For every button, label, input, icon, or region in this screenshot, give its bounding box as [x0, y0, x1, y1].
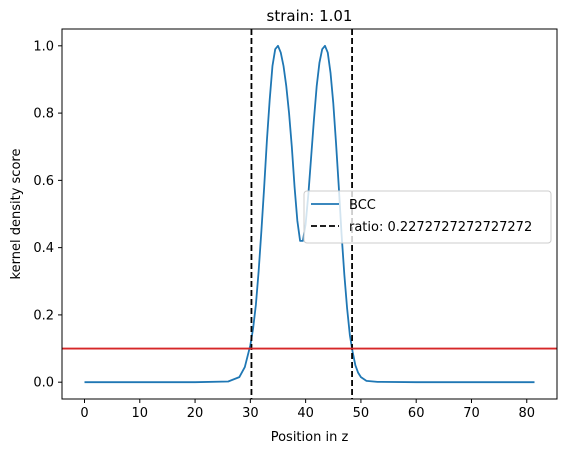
chart-title: strain: 1.01 [267, 7, 353, 25]
x-tick-label-7: 70 [463, 406, 480, 421]
x-tick-label-3: 30 [242, 406, 259, 421]
plot-frame [61, 28, 558, 400]
x-tick-label-8: 80 [518, 406, 535, 421]
x-tick-label-1: 10 [132, 406, 149, 421]
y-tick-label-1: 0.2 [33, 308, 54, 323]
y-axis-label: kernel density score [9, 149, 24, 280]
legend-label-ratio: ratio: 0.2272727272727272 [349, 220, 532, 235]
legend-label-bcc: BCC [349, 198, 376, 213]
x-tick-label-5: 50 [353, 406, 370, 421]
legend-box [303, 190, 552, 244]
y-tick-label-0: 0.0 [33, 376, 54, 391]
y-tick-label-2: 0.4 [33, 241, 54, 256]
x-tick-label-2: 20 [187, 406, 204, 421]
legend: BCC ratio: 0.2272727272727272 [303, 190, 552, 244]
x-tick-label-0: 0 [80, 406, 88, 421]
x-tick-label-4: 40 [297, 406, 314, 421]
y-tick-label-3: 0.6 [33, 174, 54, 189]
x-axis-label: Position in z [271, 430, 349, 445]
y-tick-label-5: 1.0 [33, 39, 54, 54]
y-tick-label-4: 0.8 [33, 107, 54, 122]
x-tick-label-6: 60 [408, 406, 425, 421]
axis-ticks: 0 10 20 30 40 50 60 70 80 0.0 0.2 0.4 0.6 0.8 1.0 [33, 39, 535, 421]
